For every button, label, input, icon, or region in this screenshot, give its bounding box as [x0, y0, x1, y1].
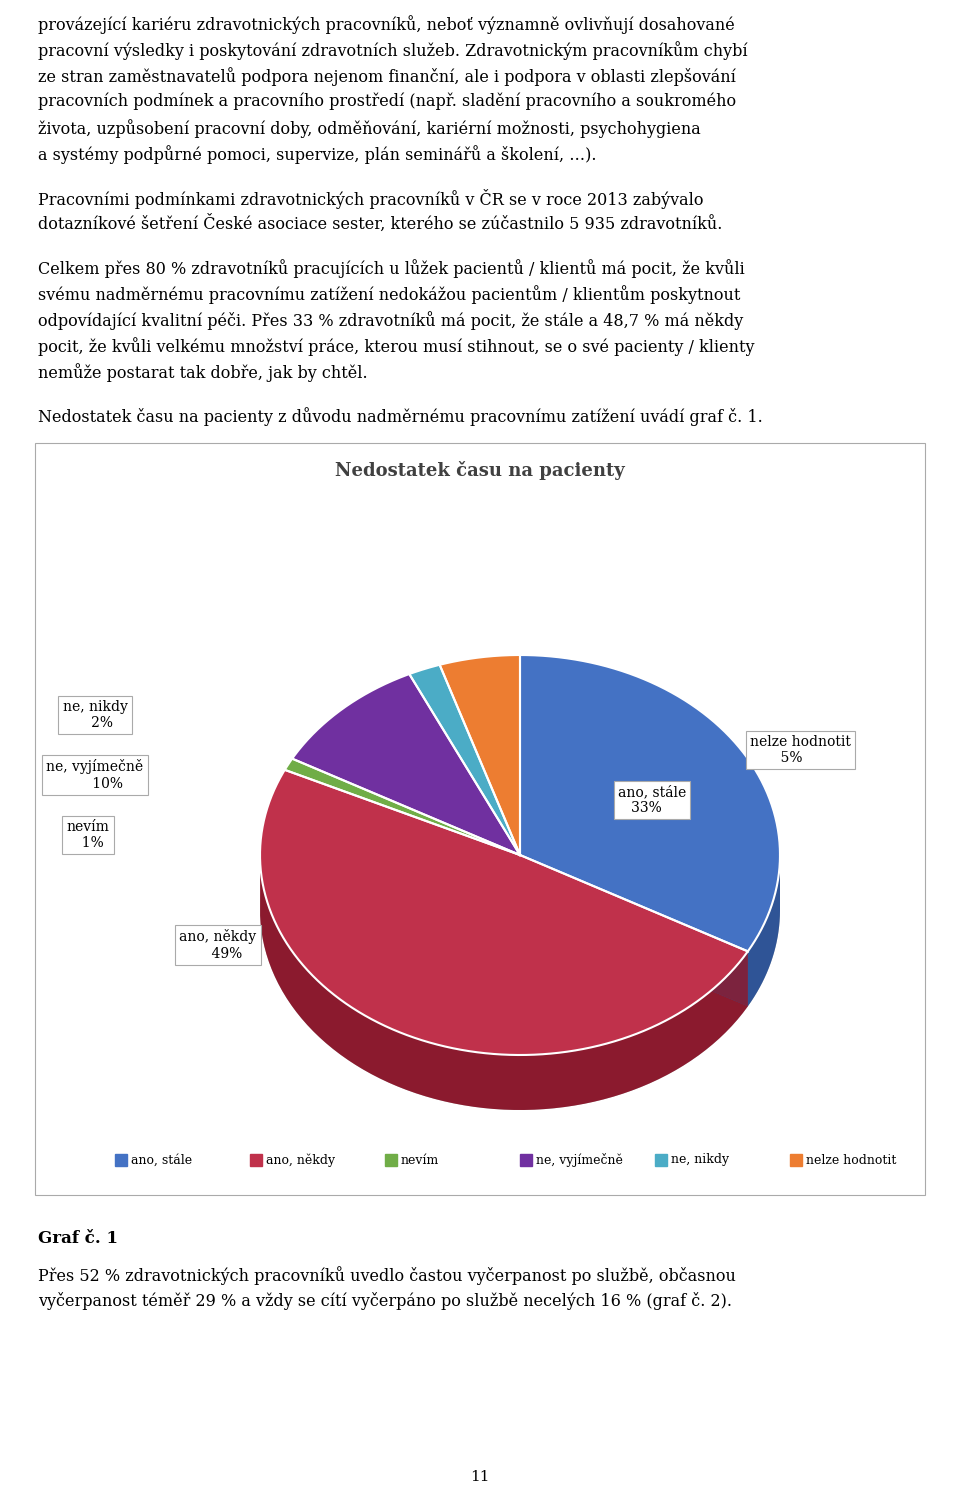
Bar [520, 1154, 532, 1166]
Bar [250, 1154, 262, 1166]
Bar [115, 1154, 127, 1166]
Polygon shape [260, 861, 748, 1111]
Polygon shape [520, 855, 748, 1007]
Bar [35, 442, 925, 1195]
Text: ano, stále
   33%: ano, stále 33% [618, 786, 686, 816]
Text: nelze hodnotit: nelze hodnotit [806, 1153, 897, 1166]
Polygon shape [748, 856, 780, 1007]
Text: života, uzpůsobení pracovní doby, odměňování, kariérní možnosti, psychohygiena: života, uzpůsobení pracovní doby, odměňo… [38, 119, 701, 138]
Text: provázející kariéru zdravotnických pracovníků, neboť významně ovlivňují dosahova: provázející kariéru zdravotnických praco… [38, 15, 734, 35]
Text: Nedostatek času na pacienty z důvodu nadměrnému pracovnímu zatížení uvádí graf č: Nedostatek času na pacienty z důvodu nad… [38, 406, 763, 426]
Polygon shape [260, 771, 748, 1055]
Polygon shape [409, 665, 520, 855]
Text: 11: 11 [470, 1470, 490, 1484]
Text: ano, stále
   33%: ano, stále 33% [618, 786, 686, 816]
Text: Graf č. 1: Graf č. 1 [38, 1230, 118, 1248]
Bar [655, 1154, 667, 1166]
Text: ano, někdy
    49%: ano, někdy 49% [180, 930, 256, 960]
Text: ne, vyjímečně
      10%: ne, vyjímečně 10% [46, 760, 144, 790]
Text: Přes 52 % zdravotnických pracovníků uvedlo častou vyčerpanost po službě, občasno: Přes 52 % zdravotnických pracovníků uved… [38, 1266, 736, 1285]
Text: Celkem přes 80 % zdravotníků pracujících u lůžek pacientů / klientů má pocit, že: Celkem přes 80 % zdravotníků pracujících… [38, 259, 745, 278]
Text: pracovních podmínek a pracovního prostředí (např. sladění pracovního a soukroméh: pracovních podmínek a pracovního prostře… [38, 93, 736, 110]
Text: vyčerpanost téměř 29 % a vždy se cítí vyčerpáno po službě necelých 16 % (graf č.: vyčerpanost téměř 29 % a vždy se cítí vy… [38, 1291, 732, 1309]
Text: a systémy podpůrné pomoci, supervize, plán seminářů a školení, …).: a systémy podpůrné pomoci, supervize, pl… [38, 144, 596, 164]
Text: nevím: nevím [401, 1153, 440, 1166]
Text: ano, stále: ano, stále [131, 1153, 192, 1166]
Text: odpovídající kvalitní péči. Přes 33 % zdravotníků má pocit, že stále a 48,7 % má: odpovídající kvalitní péči. Přes 33 % zd… [38, 312, 743, 330]
Text: ne, vyjímečně: ne, vyjímečně [536, 1153, 623, 1166]
Text: Nedostatek času na pacienty: Nedostatek času na pacienty [335, 461, 625, 480]
Text: Pracovními podmínkami zdravotnických pracovníků v ČR se v roce 2013 zabývalo: Pracovními podmínkami zdravotnických pra… [38, 190, 704, 209]
Text: ano, někdy: ano, někdy [266, 1153, 335, 1166]
Text: svému nadměrnému pracovnímu zatížení nedokážou pacientům / klientům poskytnout: svému nadměrnému pracovnímu zatížení ned… [38, 284, 740, 304]
Polygon shape [440, 655, 520, 855]
Text: dotazníkové šetření České asociace sester, kterého se zúčastnilo 5 935 zdravotní: dotazníkové šetření České asociace seste… [38, 215, 722, 233]
Polygon shape [520, 855, 748, 1007]
Bar [385, 1154, 397, 1166]
Text: nelze hodnotit
       5%: nelze hodnotit 5% [750, 734, 851, 765]
Text: pocit, že kvůli velkému množství práce, kterou musí stihnout, se o své pacienty : pocit, že kvůli velkému množství práce, … [38, 337, 755, 355]
Text: nemůže postarat tak dobře, jak by chtěl.: nemůže postarat tak dobře, jak by chtěl. [38, 363, 368, 382]
Text: ne, nikdy
   2%: ne, nikdy 2% [62, 700, 128, 730]
Bar [790, 1154, 802, 1166]
Text: ne, nikdy: ne, nikdy [671, 1153, 730, 1166]
Text: ze stran zaměstnavatelů podpora nejenom finanční, ale i podpora v oblasti zlepšo: ze stran zaměstnavatelů podpora nejenom … [38, 68, 736, 86]
Ellipse shape [260, 710, 780, 1111]
Polygon shape [285, 759, 520, 855]
Polygon shape [292, 674, 520, 855]
Polygon shape [520, 655, 780, 951]
Text: pracovní výsledky i poskytování zdravotních služeb. Zdravotnickým pracovníkům ch: pracovní výsledky i poskytování zdravotn… [38, 41, 748, 60]
Text: nevím
  1%: nevím 1% [66, 820, 109, 850]
